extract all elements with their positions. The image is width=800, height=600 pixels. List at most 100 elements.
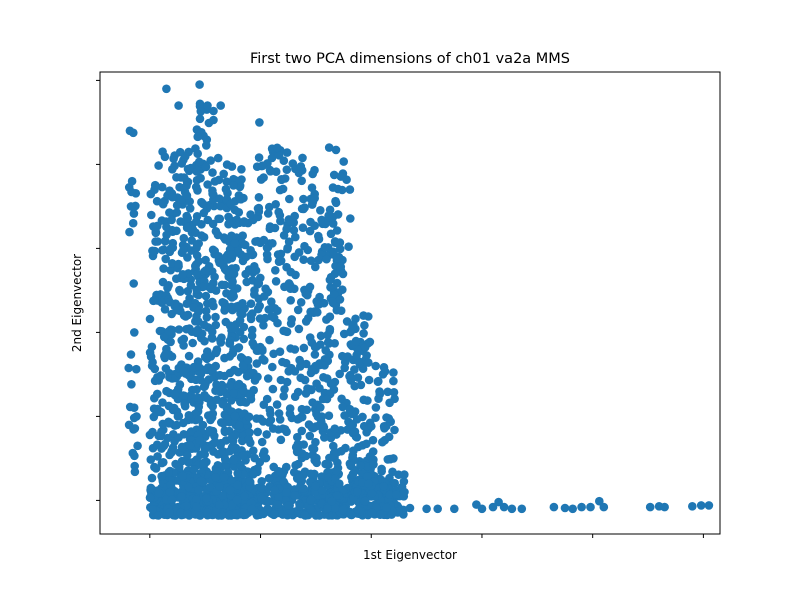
data-point-60 (152, 222, 161, 232)
data-point-1154 (258, 417, 268, 426)
data-point-2189 (353, 487, 362, 497)
data-point-2190 (391, 490, 401, 499)
data-point-2216 (371, 361, 381, 371)
data-point-526 (193, 393, 203, 402)
data-point-535 (196, 450, 205, 460)
data-point-2106 (379, 482, 389, 491)
data-point-2095 (233, 480, 242, 490)
data-point-895 (230, 444, 239, 454)
data-point-588 (195, 435, 204, 445)
data-point-721 (220, 306, 229, 315)
data-point-793 (237, 165, 246, 174)
data-point-2203 (127, 176, 137, 186)
data-point-1685 (378, 437, 387, 447)
data-point-489 (208, 168, 217, 177)
data-point-2088 (400, 470, 409, 479)
data-point-1460 (342, 317, 352, 326)
data-point-2146 (194, 485, 204, 495)
data-point-579 (192, 285, 201, 295)
data-point-1651 (383, 387, 393, 397)
data-point-1172 (259, 235, 269, 245)
data-point-1169 (282, 148, 292, 157)
data-point-373 (157, 427, 166, 437)
data-point-438 (161, 350, 170, 359)
data-point-8 (125, 227, 134, 237)
data-point-694 (211, 286, 221, 295)
data-point-375 (179, 245, 188, 255)
data-point-2218 (400, 487, 409, 497)
data-point-1270 (285, 409, 295, 418)
data-point-2221 (433, 504, 443, 514)
data-point-521 (196, 173, 205, 183)
data-point-404 (173, 305, 182, 315)
data-point-799 (227, 162, 237, 171)
data-point-1636 (362, 439, 371, 449)
data-point-319 (173, 412, 183, 421)
data-point-425 (165, 297, 175, 307)
data-point-996 (244, 412, 254, 422)
data-point-1375 (316, 206, 325, 215)
data-point-2227 (499, 502, 509, 512)
data-point-1294 (291, 270, 300, 280)
data-point-1266 (306, 217, 315, 227)
data-point-158 (160, 152, 170, 162)
data-point-1142 (254, 153, 264, 162)
data-point-2141 (273, 500, 283, 509)
data-point-2123 (157, 471, 166, 481)
data-point-596 (201, 444, 210, 454)
data-point-1105 (280, 385, 289, 394)
data-point-1500 (337, 446, 346, 456)
data-point-1036 (263, 254, 272, 264)
data-point-1306 (294, 414, 304, 423)
data-point-1446 (325, 205, 335, 215)
data-point-561 (202, 141, 211, 150)
plot-frame (99, 71, 721, 535)
data-point-990 (246, 246, 255, 255)
data-point-1349 (314, 231, 323, 241)
data-point-1293 (300, 203, 309, 212)
data-point-1518 (329, 170, 339, 180)
data-point-380 (176, 217, 185, 226)
data-point-186 (175, 182, 184, 192)
data-point-1528 (331, 198, 341, 208)
data-point-1245 (293, 432, 302, 442)
data-point-1058 (267, 297, 276, 307)
data-point-1435 (322, 254, 331, 264)
data-point-1640 (352, 350, 361, 360)
data-point-1606 (359, 395, 369, 405)
data-point-411 (166, 337, 175, 347)
data-point-1644 (368, 435, 378, 445)
data-point-988 (243, 356, 253, 365)
data-point-171 (192, 385, 201, 394)
data-point-358 (157, 458, 167, 468)
data-point-664 (211, 312, 220, 322)
data-point-218 (188, 338, 197, 348)
data-point-1309 (293, 305, 303, 315)
data-point-1144 (271, 266, 280, 275)
data-point-2200 (306, 495, 316, 505)
data-point-570 (206, 400, 216, 409)
data-point-1614 (345, 404, 355, 414)
data-point-580 (208, 189, 217, 199)
data-point-2118 (311, 481, 320, 491)
data-point-100 (179, 418, 188, 428)
data-point-2209 (162, 84, 171, 94)
data-point-540 (197, 220, 206, 229)
data-point-1261 (284, 237, 294, 246)
data-point-1139 (273, 306, 282, 316)
data-point-577 (199, 208, 209, 218)
data-point-48 (147, 342, 157, 352)
data-point-1945 (257, 483, 266, 493)
data-point-1663 (375, 387, 384, 396)
data-point-382 (158, 419, 168, 429)
data-point-1282 (285, 194, 294, 204)
data-point-1427 (320, 361, 329, 370)
data-point-429 (179, 391, 188, 400)
data-point-1055 (261, 284, 270, 294)
data-point-714 (211, 386, 220, 396)
data-point-1524 (338, 402, 347, 412)
data-point-1032 (260, 447, 269, 456)
data-point-2161 (177, 492, 186, 501)
data-point-1517 (328, 219, 338, 228)
data-point-1480 (333, 238, 342, 248)
